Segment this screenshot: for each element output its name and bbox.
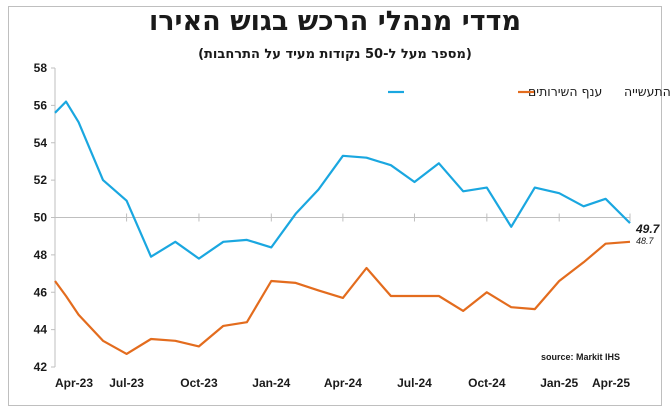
y-tick-label: 44 [34, 323, 48, 337]
y-tick-label: 54 [34, 136, 48, 150]
chart-frame [8, 6, 662, 406]
y-tick-label: 46 [34, 285, 48, 299]
y-tick-label: 50 [34, 211, 48, 225]
end-labels: 49.748.7 [635, 222, 661, 246]
x-tick-label: Jul-24 [397, 376, 432, 390]
source-label: source: Markit IHS [541, 352, 620, 362]
x-tick-label: Apr-23 [55, 376, 93, 390]
series-line-manufacturing [54, 240, 631, 355]
chart-title: מדדי מנהלי הרכש בגוש האירו [149, 6, 521, 37]
y-tick-label: 48 [34, 248, 48, 262]
series-lines [54, 100, 631, 355]
series-line-services [54, 100, 631, 260]
y-tick-label: 56 [34, 98, 48, 112]
x-tick-label: Oct-23 [180, 376, 218, 390]
end-label-services: 49.7 [635, 222, 661, 236]
x-tick-label: Apr-24 [324, 376, 362, 390]
y-axis-ticks: 42 44 46 48 50 52 54 56 58 [34, 61, 55, 374]
end-label-manufacturing: 48.7 [636, 236, 655, 246]
x-tick-label: Jan-24 [252, 376, 290, 390]
x-tick-label: Jul-23 [109, 376, 144, 390]
legend-label-manufacturing: ענף התעשייה [624, 84, 670, 99]
y-tick-label: 58 [34, 61, 48, 75]
legend-label-services: ענף השירותים [528, 84, 602, 99]
x-axis-ticks: Apr-23 Jul-23 Oct-23 Jan-24 Apr-24 Jul-24 Oct-… [54, 213, 631, 390]
chart-subtitle: (מספר מעל ל-50 נקודות מעיד על התרחבות) [198, 47, 472, 62]
x-tick-label: Apr-25 [592, 376, 630, 390]
x-tick-label: Oct-24 [468, 376, 506, 390]
y-tick-label: 52 [34, 173, 48, 187]
legend: ענף השירותים ענף התעשייה [388, 84, 670, 99]
x-tick-label: Jan-25 [540, 376, 578, 390]
y-tick-label: 42 [34, 360, 48, 374]
